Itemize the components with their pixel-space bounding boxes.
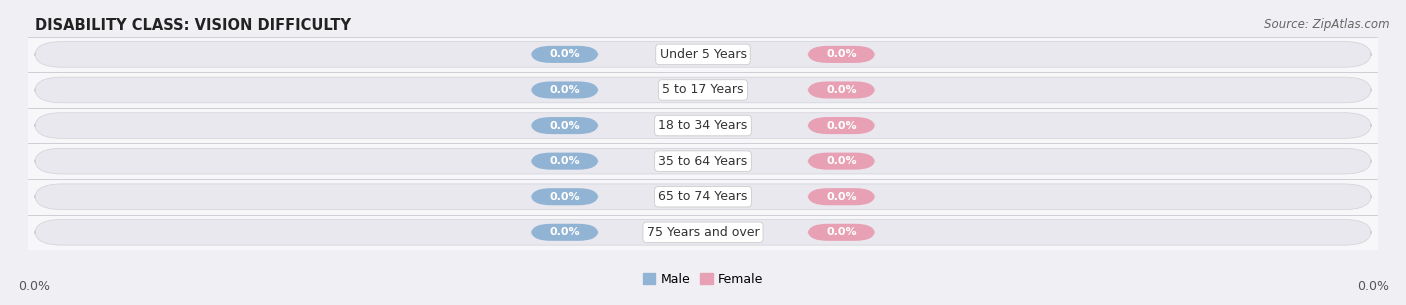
FancyBboxPatch shape [807,46,875,63]
Text: DISABILITY CLASS: VISION DIFFICULTY: DISABILITY CLASS: VISION DIFFICULTY [35,18,352,33]
FancyBboxPatch shape [35,41,1371,67]
FancyBboxPatch shape [531,152,599,170]
FancyBboxPatch shape [531,188,599,205]
FancyBboxPatch shape [35,148,1371,174]
FancyBboxPatch shape [35,113,1371,138]
Text: 0.0%: 0.0% [550,85,579,95]
Text: 0.0%: 0.0% [550,192,579,202]
Text: 0.0%: 0.0% [827,192,856,202]
Text: 0.0%: 0.0% [550,49,579,59]
FancyBboxPatch shape [531,117,599,134]
Text: 5 to 17 Years: 5 to 17 Years [662,84,744,96]
Text: 0.0%: 0.0% [827,120,856,131]
FancyBboxPatch shape [531,81,599,99]
Text: Source: ZipAtlas.com: Source: ZipAtlas.com [1264,18,1389,31]
FancyBboxPatch shape [807,81,875,99]
Text: 0.0%: 0.0% [550,120,579,131]
FancyBboxPatch shape [35,184,1371,210]
Text: 0.0%: 0.0% [827,85,856,95]
Text: 65 to 74 Years: 65 to 74 Years [658,190,748,203]
FancyBboxPatch shape [807,117,875,134]
Text: Under 5 Years: Under 5 Years [659,48,747,61]
Text: 0.0%: 0.0% [550,227,579,237]
FancyBboxPatch shape [35,77,1371,103]
Text: 0.0%: 0.0% [1357,280,1389,293]
Text: 0.0%: 0.0% [827,49,856,59]
Text: 35 to 64 Years: 35 to 64 Years [658,155,748,168]
Legend: Male, Female: Male, Female [638,268,768,291]
FancyBboxPatch shape [35,220,1371,245]
FancyBboxPatch shape [807,152,875,170]
FancyBboxPatch shape [531,46,599,63]
FancyBboxPatch shape [807,224,875,241]
FancyBboxPatch shape [531,224,599,241]
Text: 0.0%: 0.0% [550,156,579,166]
Text: 18 to 34 Years: 18 to 34 Years [658,119,748,132]
Text: 0.0%: 0.0% [827,156,856,166]
FancyBboxPatch shape [807,188,875,205]
Text: 0.0%: 0.0% [827,227,856,237]
Text: 0.0%: 0.0% [18,280,51,293]
Text: 75 Years and over: 75 Years and over [647,226,759,239]
